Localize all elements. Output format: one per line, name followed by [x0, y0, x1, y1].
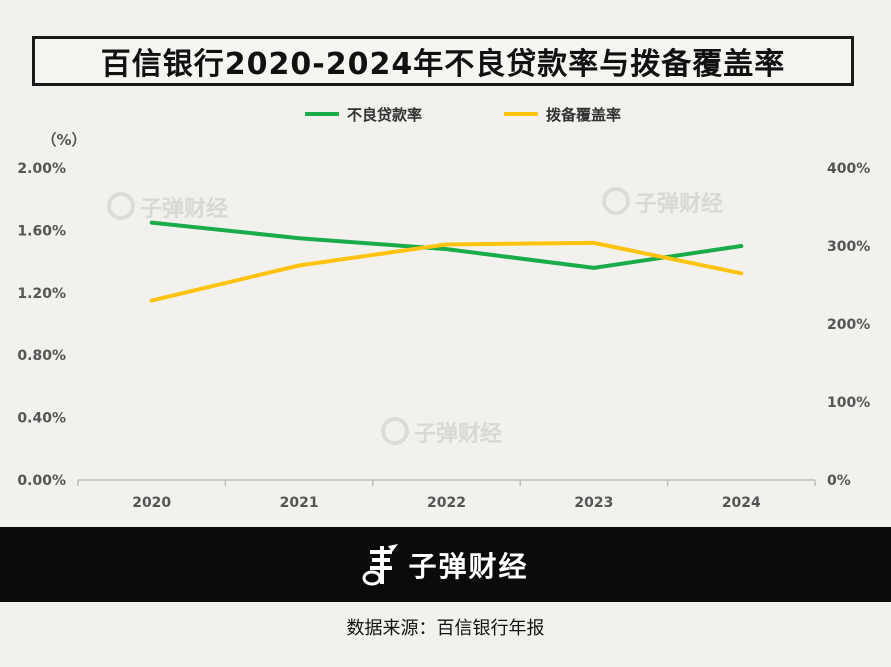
watermark-text: 子弹财经 — [414, 421, 502, 447]
x-tick-label: 2020 — [132, 495, 171, 511]
data-source: 数据来源：百信银行年报 — [346, 618, 545, 639]
title-box: 百信银行2020-2024年不良贷款率与拨备覆盖率 — [32, 36, 854, 86]
left-tick-label: 0.00% — [17, 473, 66, 489]
right-tick-label: 300% — [827, 239, 870, 255]
left-axis-unit: （%） — [41, 131, 86, 149]
left-tick-label: 1.20% — [17, 286, 66, 302]
left-tick-label: 1.60% — [17, 223, 66, 239]
left-tick-label: 0.80% — [17, 348, 66, 364]
right-tick-label: 400% — [827, 161, 870, 177]
series-line-coverage — [149, 240, 744, 303]
watermark-logo-icon — [107, 192, 135, 220]
right-tick-label: 100% — [827, 395, 870, 411]
chart-title: 百信银行2020-2024年不良贷款率与拨备覆盖率 — [100, 47, 786, 82]
brand-logo-icon — [362, 543, 399, 585]
right-tick-label: 200% — [827, 317, 870, 333]
watermark-text: 子弹财经 — [635, 191, 723, 217]
x-tick-label: 2023 — [574, 495, 613, 511]
footer-logo: 子弹财经 — [362, 543, 529, 586]
watermark-text: 子弹财经 — [140, 196, 228, 222]
left-tick-label: 2.00% — [17, 161, 66, 177]
footer-brand: 子弹财经 — [408, 549, 529, 583]
watermark-logo-icon — [602, 187, 630, 215]
legend-label: 不良贷款率 — [347, 106, 422, 124]
footer-bar: 子弹财经 — [0, 527, 891, 602]
x-tick-label: 2021 — [280, 495, 319, 511]
right-tick-label: 0% — [827, 473, 851, 489]
x-tick-label: 2022 — [427, 495, 466, 511]
left-tick-label: 0.40% — [17, 411, 66, 427]
legend-label: 拨备覆盖率 — [546, 106, 621, 124]
x-tick-label: 2024 — [722, 495, 761, 511]
watermark-logo-icon — [381, 417, 409, 445]
series-line-npl — [149, 220, 744, 270]
